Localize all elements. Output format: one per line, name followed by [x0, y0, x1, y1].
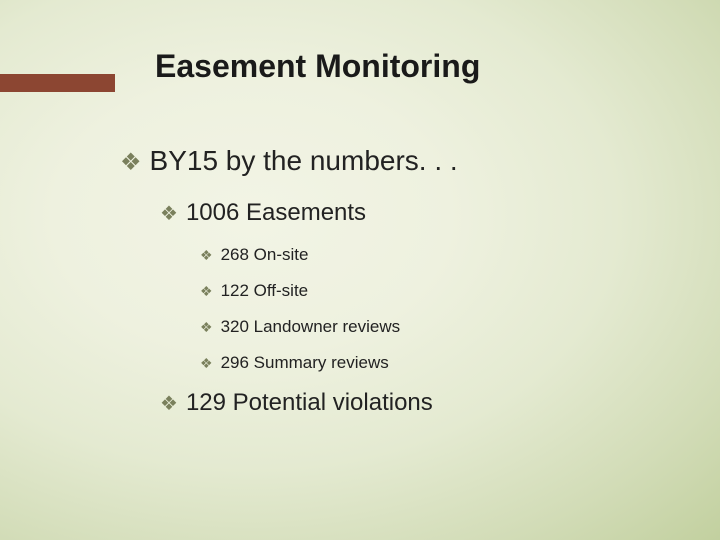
diamond-bullet-icon: ❖: [200, 284, 213, 298]
diamond-bullet-icon: ❖: [200, 320, 213, 334]
diamond-bullet-icon: ❖: [200, 356, 213, 370]
diamond-bullet-icon: ❖: [200, 248, 213, 262]
bullet-text: 129 Potential violations: [186, 389, 433, 417]
diamond-bullet-icon: ❖: [120, 151, 142, 175]
bullet-level3: ❖ 122 Off-site: [200, 281, 660, 301]
bullet-level1: ❖ BY15 by the numbers. . .: [120, 145, 660, 177]
bullet-level3: ❖ 268 On-site: [200, 245, 660, 265]
diamond-bullet-icon: ❖: [160, 394, 178, 414]
slide-title: Easement Monitoring: [155, 48, 660, 85]
bullet-text: 1006 Easements: [186, 199, 366, 227]
slide-content: Easement Monitoring ❖ BY15 by the number…: [0, 0, 720, 540]
bullet-text: BY15 by the numbers. . .: [150, 145, 458, 177]
bullet-text: 296 Summary reviews: [221, 353, 389, 373]
bullet-text: 122 Off-site: [221, 281, 309, 301]
bullet-text: 320 Landowner reviews: [221, 317, 401, 337]
bullet-level3: ❖ 296 Summary reviews: [200, 353, 660, 373]
bullet-level3: ❖ 320 Landowner reviews: [200, 317, 660, 337]
bullet-text: 268 On-site: [221, 245, 309, 265]
diamond-bullet-icon: ❖: [160, 204, 178, 224]
bullet-level2: ❖ 129 Potential violations: [160, 389, 660, 417]
bullet-level2: ❖ 1006 Easements: [160, 199, 660, 227]
